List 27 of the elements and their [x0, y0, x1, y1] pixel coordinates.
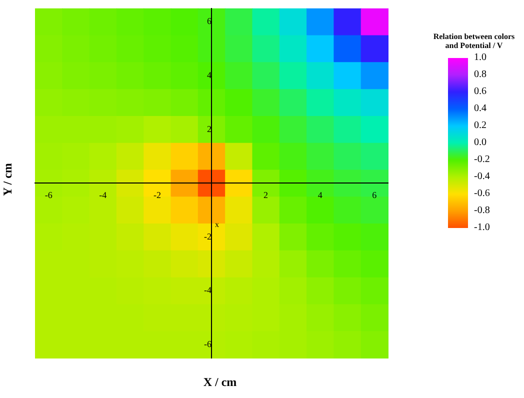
x-tick-label: 2: [264, 190, 268, 200]
y-tick-label: 6: [207, 16, 212, 26]
y-tick-label: -2: [204, 231, 212, 242]
annotation: x: [215, 220, 219, 229]
x-tick-label: -2: [153, 190, 161, 200]
color-bar-label: 0.0: [474, 137, 486, 149]
x-tick-label: -4: [99, 190, 108, 200]
y-tick-label: 2: [207, 124, 212, 134]
color-bar-label: -1.0: [474, 222, 490, 234]
y-tick-label: -4: [204, 285, 212, 296]
y-tick-label: -6: [204, 338, 212, 349]
color-bar-label: -0.8: [474, 205, 490, 217]
color-bar-label: 0.6: [474, 86, 486, 98]
x-tick-label: 4: [318, 190, 323, 200]
color-bar-label: 0.4: [474, 103, 486, 115]
color-bar-title: Relation between colors and Potential / V: [432, 32, 516, 50]
x-tick-label: -6: [44, 190, 53, 200]
y-tick-label: 4: [207, 70, 212, 80]
x-axis-title: X / cm: [202, 375, 238, 390]
y-axis-title: Y / cm: [0, 162, 16, 198]
x-tick-label: 6: [372, 190, 378, 200]
color-bar-label: 0.2: [474, 120, 486, 132]
color-bar-label: -0.4: [474, 171, 490, 183]
color-bar-label: 1.0: [474, 52, 486, 64]
color-bar-label: -0.6: [474, 188, 490, 200]
color-bar-label: 0.8: [474, 69, 486, 81]
color-bar-label: -0.2: [474, 154, 490, 166]
